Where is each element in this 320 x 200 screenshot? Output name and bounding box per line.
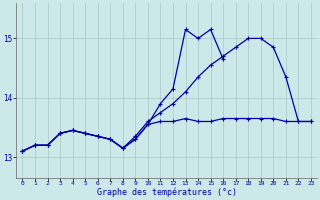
X-axis label: Graphe des températures (°c): Graphe des températures (°c) [97, 188, 237, 197]
